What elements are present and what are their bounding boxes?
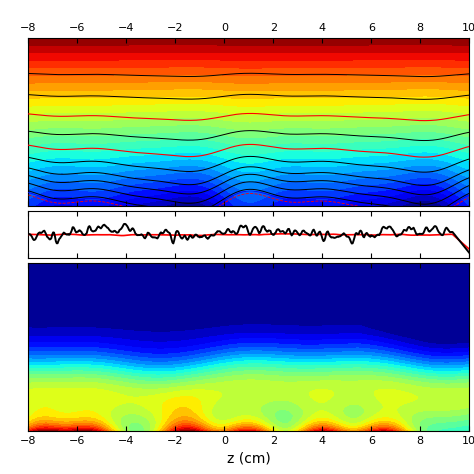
X-axis label: z (cm): z (cm) (227, 452, 271, 466)
